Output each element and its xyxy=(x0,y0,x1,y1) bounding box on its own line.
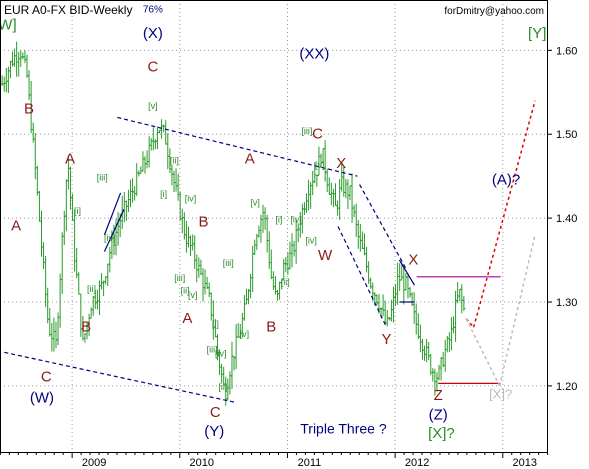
small-wedge-2009-b xyxy=(103,209,125,252)
x-tick-label: 2013 xyxy=(513,457,537,469)
axes: 1.20 1.30 1.40 1.50 1.60 2009 2010 2011 2012 2013 xyxy=(0,45,577,469)
upper-trendline xyxy=(117,116,358,177)
wave-label: (A)? xyxy=(492,172,520,189)
wave-label: 76% xyxy=(143,5,163,16)
small-triangle-a xyxy=(398,259,416,286)
y-tick-label: 1.50 xyxy=(556,129,577,141)
y-tick-label: 1.30 xyxy=(556,297,577,309)
wave-label: [iv] xyxy=(290,214,302,224)
wave-label: [ii] xyxy=(281,277,290,287)
wave-label: C xyxy=(41,369,52,386)
wave-label: B xyxy=(24,100,34,117)
lower-trendline xyxy=(4,351,237,404)
wave-label: C xyxy=(210,404,221,421)
y-tick-label: 1.60 xyxy=(556,45,577,57)
x-tick-label: 2011 xyxy=(298,457,322,469)
wave-label: [iii] xyxy=(301,126,312,136)
wave-label: [i] xyxy=(212,319,219,329)
wave-label: [X]? xyxy=(489,386,512,401)
wave-label: [iii] xyxy=(207,344,218,354)
wave-label: [iii] xyxy=(223,258,234,268)
wedge-lower xyxy=(337,226,388,328)
wave-label: Y xyxy=(381,331,391,348)
wave-label: [iv] xyxy=(185,193,197,203)
wave-label: [v] xyxy=(240,329,250,339)
wave-label: [Y] xyxy=(528,25,546,42)
chart-title: EUR A0-FX BID-Weekly xyxy=(4,3,132,17)
y-tick-label: 1.20 xyxy=(556,381,577,393)
wave-label: [iv] xyxy=(215,349,227,359)
wave-label: A xyxy=(65,151,75,168)
x-tick-label: 2010 xyxy=(190,457,214,469)
wave-label: C xyxy=(147,58,158,75)
wave-annotations: [W]BAABC(W)[i][ii][iii][iv]76%(X)C[v][ii… xyxy=(0,5,546,442)
wave-label: [v] xyxy=(250,198,260,208)
trend-lines xyxy=(4,100,536,404)
plot-frame xyxy=(0,0,548,453)
grid-lines xyxy=(0,0,548,453)
wave-label: [ii] xyxy=(170,156,179,166)
wave-label: A xyxy=(182,310,192,327)
wave-label: A xyxy=(11,218,21,235)
wave-label: (XX) xyxy=(299,46,329,63)
wave-label: [v] xyxy=(148,101,158,111)
wave-label: B xyxy=(198,214,208,231)
wave-label: [ii] xyxy=(181,286,190,296)
wave-label: [X]? xyxy=(428,425,455,442)
wave-label: [i] xyxy=(160,189,167,199)
author-email: forDmitry@yahoo.com xyxy=(444,6,544,17)
wave-label: C xyxy=(312,125,323,142)
wave-label: (X) xyxy=(143,25,163,42)
wave-label: W xyxy=(318,247,333,264)
wave-label: [iv] xyxy=(305,235,317,245)
wave-label: B xyxy=(81,318,91,335)
wave-label: (Y) xyxy=(204,423,224,440)
wave-label: Triple Three ? xyxy=(300,421,387,437)
wave-label: (Z) xyxy=(429,406,448,423)
wave-label: [i] xyxy=(275,214,282,224)
y-tick-label: 1.40 xyxy=(556,213,577,225)
wave-label: [ii] xyxy=(87,284,96,294)
forecast-gray-2 xyxy=(498,234,536,387)
wave-label: [i] xyxy=(74,206,81,216)
wave-label: [v] xyxy=(315,160,325,170)
x-tick-label: 2009 xyxy=(82,457,106,469)
wave-label: [W] xyxy=(0,16,17,33)
wave-label: A xyxy=(245,151,255,168)
wave-label: (W) xyxy=(30,390,54,407)
wave-label: [ii] xyxy=(218,382,227,392)
wave-label: Z xyxy=(434,387,443,404)
price-bars xyxy=(0,41,466,406)
small-wedge-2009-a xyxy=(103,192,122,236)
wave-label: [iii] xyxy=(174,273,185,283)
wedge-upper xyxy=(359,184,407,269)
wave-label: X xyxy=(408,251,418,268)
wave-label: [iv] xyxy=(104,233,116,243)
forecast-gray-1 xyxy=(465,318,501,387)
wave-label: [iii] xyxy=(97,172,108,182)
x-tick-label: 2012 xyxy=(405,457,429,469)
wave-label: X xyxy=(336,155,346,172)
wave-label: [v] xyxy=(188,290,198,300)
wave-label: B xyxy=(266,318,276,335)
